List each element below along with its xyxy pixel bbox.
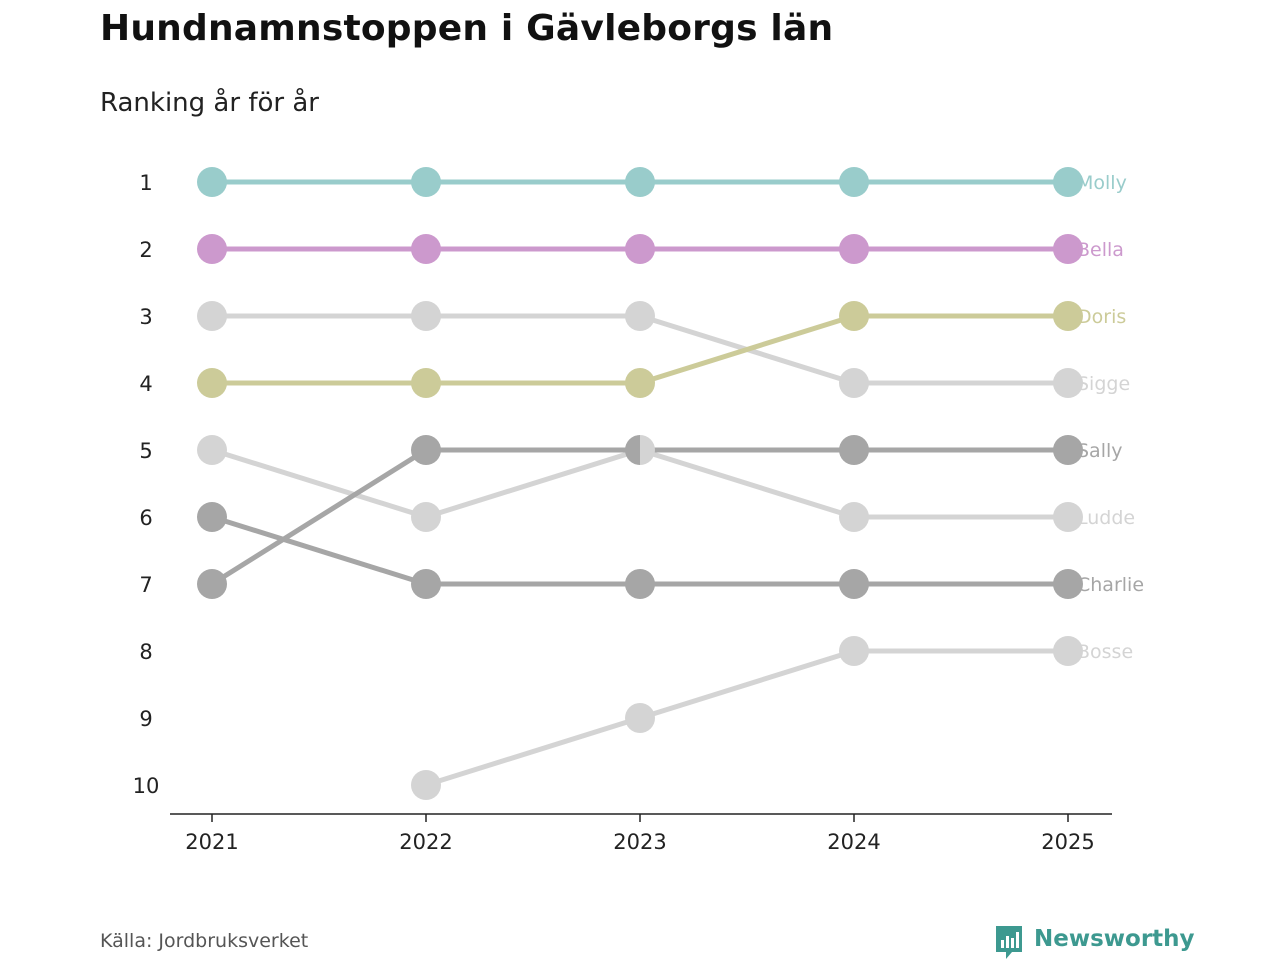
y-tick-label: 10 <box>133 774 160 798</box>
source-note: Källa: Jordbruksverket <box>100 930 309 952</box>
data-point-bosse <box>625 703 655 733</box>
brand-name: Newsworthy <box>1034 926 1195 952</box>
newsworthy-logo-icon <box>996 926 1022 959</box>
y-tick-label: 4 <box>139 372 152 396</box>
data-point-molly <box>839 167 869 197</box>
data-point-molly <box>411 167 441 197</box>
data-point-sally <box>625 435 640 465</box>
data-point-bosse <box>1053 636 1083 666</box>
chart-subtitle: Ranking år för år <box>100 88 319 118</box>
data-point-charlie <box>839 569 869 599</box>
data-point-ludde <box>197 435 227 465</box>
series-label-doris: Doris <box>1077 306 1126 328</box>
series-line-bosse <box>637 648 857 721</box>
series-line-doris <box>637 313 857 386</box>
data-point-molly <box>197 167 227 197</box>
x-tick-label: 2022 <box>399 830 452 854</box>
x-tick-label: 2025 <box>1041 830 1094 854</box>
data-point-charlie <box>197 502 227 532</box>
data-point-molly <box>625 167 655 197</box>
series-label-bosse: Bosse <box>1077 641 1133 663</box>
x-tick-label: 2023 <box>613 830 666 854</box>
data-point-charlie <box>625 569 655 599</box>
data-point-bella <box>839 234 869 264</box>
data-point-sally <box>197 569 227 599</box>
data-point-bella <box>411 234 441 264</box>
data-point-doris <box>1053 301 1083 331</box>
brand-logo[interactable]: Newsworthy <box>994 924 1195 960</box>
data-point-charlie <box>1053 569 1083 599</box>
chart-title: Hundnamnstoppen i Gävleborgs län <box>100 8 834 49</box>
series-line-charlie <box>209 514 429 587</box>
series-line-ludde <box>637 447 857 520</box>
data-point-charlie <box>411 569 441 599</box>
data-point-molly <box>1053 167 1083 197</box>
y-tick-label: 2 <box>139 238 152 262</box>
data-point-doris <box>197 368 227 398</box>
data-point-doris <box>411 368 441 398</box>
y-tick-label: 5 <box>139 439 152 463</box>
data-point-sigge <box>1053 368 1083 398</box>
bump-chart: 1 2 3 4 5 6 7 8 9 10 2021 2022 2023 2024 2025 Molly Bell… <box>133 167 1144 854</box>
data-point-ludde <box>839 502 869 532</box>
data-point-sigge <box>411 301 441 331</box>
data-point-bosse <box>411 770 441 800</box>
x-tick-label: 2024 <box>827 830 880 854</box>
data-point-doris <box>839 301 869 331</box>
y-tick-label: 1 <box>139 171 152 195</box>
data-point-bella <box>625 234 655 264</box>
data-point-bella <box>1053 234 1083 264</box>
series-label-sigge: Sigge <box>1077 373 1130 395</box>
data-point-sigge <box>197 301 227 331</box>
series-line-ludde <box>209 447 429 520</box>
y-tick-label: 7 <box>139 573 152 597</box>
data-point-sally <box>839 435 869 465</box>
data-point-doris <box>625 368 655 398</box>
y-tick-label: 6 <box>139 506 152 530</box>
series-label-bella: Bella <box>1077 239 1124 261</box>
data-point-bella <box>197 234 227 264</box>
data-point-ludde <box>411 502 441 532</box>
series-label-ludde: Ludde <box>1077 507 1135 529</box>
series-label-molly: Molly <box>1077 172 1127 194</box>
data-point-bosse <box>839 636 869 666</box>
y-tick-label: 8 <box>139 640 152 664</box>
data-point-sigge <box>839 368 869 398</box>
y-tick-label: 9 <box>139 707 152 731</box>
data-point-sally <box>411 435 441 465</box>
series-label-sally: Sally <box>1077 440 1123 462</box>
series-line-bosse <box>423 715 643 788</box>
series-label-charlie: Charlie <box>1077 574 1144 596</box>
data-point-ludde <box>640 435 655 465</box>
data-point-ludde <box>1053 502 1083 532</box>
y-tick-label: 3 <box>139 305 152 329</box>
series-line-ludde <box>423 447 643 520</box>
data-point-sally <box>1053 435 1083 465</box>
data-point-sigge <box>625 301 655 331</box>
x-tick-label: 2021 <box>185 830 238 854</box>
series-line-sally <box>209 447 429 587</box>
